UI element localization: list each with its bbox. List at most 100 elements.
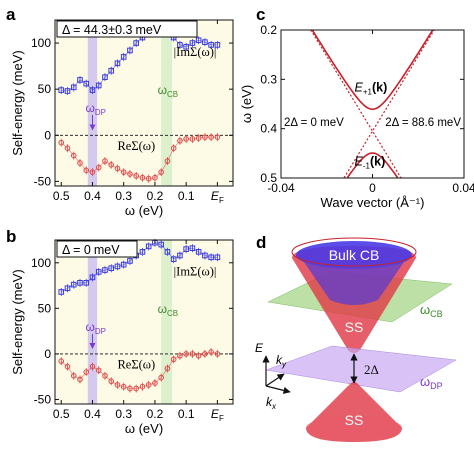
delta-unit: meV xyxy=(94,243,120,257)
data-point-re xyxy=(189,351,196,357)
data-point-re xyxy=(114,382,121,388)
y-tick-label: 0.2 xyxy=(260,23,277,37)
data-point-re xyxy=(139,174,146,181)
panel-label-a: a xyxy=(6,5,16,24)
x-tick-label-text: E xyxy=(211,189,220,203)
x-tick-label: 0.2 xyxy=(147,407,164,421)
upper-gapped-branch xyxy=(311,30,434,111)
im-series-label: |ImΣ(ω)| xyxy=(174,265,217,279)
data-point-re xyxy=(152,174,158,181)
gap0-label: 2Δ = 0 meV xyxy=(284,117,344,129)
lower-gapped-branch xyxy=(346,152,399,178)
re-series-label: ReΣ(ω) xyxy=(117,139,155,153)
data-point-re xyxy=(164,158,171,164)
data-point-re xyxy=(133,385,139,392)
x-tick-label: 0.04 xyxy=(452,181,474,195)
data-point-im xyxy=(95,82,102,89)
re-series-label: ReΣ(ω) xyxy=(117,357,155,371)
omega-dp-sub: DP xyxy=(95,108,106,117)
delta-inset-box xyxy=(56,20,198,38)
delta-inset-text: Δ = 0 meV xyxy=(62,243,120,257)
x-tick-label-text: 0.5 xyxy=(53,407,70,421)
delta-unit: meV xyxy=(136,23,162,37)
data-point-re xyxy=(183,136,189,142)
x-axis-label: ω (eV) xyxy=(125,203,163,218)
data-point-re xyxy=(70,372,77,379)
data-point-im xyxy=(108,265,115,272)
panel-label-b: b xyxy=(6,227,16,246)
omega-cb-symbol: ω xyxy=(158,83,167,97)
gap0-label-halo: 2Δ = 0 meV xyxy=(284,117,344,129)
omega-dp-annotation: ωDP xyxy=(85,320,106,336)
dispersion-curves xyxy=(310,30,435,178)
data-point-re xyxy=(183,351,189,357)
y-tick-label: 0.5 xyxy=(260,171,277,185)
data-point-re xyxy=(133,173,139,179)
data-point-im xyxy=(214,42,221,48)
data-point-re xyxy=(164,365,171,372)
data-point-im xyxy=(64,88,71,94)
panel-label-d: d xyxy=(256,233,266,252)
data-point-re xyxy=(89,363,96,370)
data-point-re xyxy=(58,139,65,146)
series-line-im xyxy=(61,25,218,92)
omega-dp-sub: DP xyxy=(95,327,106,336)
data-point-im xyxy=(108,67,115,74)
data-point-re xyxy=(145,382,152,388)
data-point-im xyxy=(139,249,146,255)
x-tick-label-text: 0.1 xyxy=(178,407,195,421)
data-point-re xyxy=(95,164,102,171)
data-point-re xyxy=(77,376,83,383)
y-axis-label: Self-energy (meV) xyxy=(10,269,25,374)
data-point-re xyxy=(195,135,202,141)
data-point-im xyxy=(114,263,121,270)
data-point-im xyxy=(102,267,108,273)
upper-e: E xyxy=(355,81,364,95)
x-tick-label: 0 xyxy=(369,181,376,195)
delta-prefix: Δ = xyxy=(62,243,84,257)
x-tick-label-text: 0.3 xyxy=(115,189,132,203)
data-point-re xyxy=(152,380,158,386)
data-point-im xyxy=(208,42,214,48)
data-point-im xyxy=(89,87,96,93)
data-point-re xyxy=(170,145,177,151)
x-tick-label: 0.3 xyxy=(115,407,132,421)
gap-label: 2Δ xyxy=(364,362,379,377)
x-tick-label-text: E xyxy=(211,407,220,421)
im-series-label: |ImΣ(ω)| xyxy=(174,45,217,59)
y-tick-label: 0.4 xyxy=(260,122,277,136)
data-point-im xyxy=(202,252,208,259)
x-tick-label: 0.5 xyxy=(53,407,70,421)
y-tick-label: 0 xyxy=(44,347,51,361)
data-point-im xyxy=(170,256,177,262)
omega-dp-band xyxy=(87,240,98,404)
data-point-im xyxy=(164,249,171,255)
plot-background xyxy=(55,240,233,404)
data-point-im xyxy=(189,245,196,251)
ss-top-label: SS xyxy=(345,319,364,335)
axes-triad: E ky kx xyxy=(255,341,291,411)
x-tick-label-text: 0.1 xyxy=(178,189,195,203)
data-point-im xyxy=(70,281,77,288)
omega-cb-annotation: ωCB xyxy=(158,302,179,318)
delta-inset-text: Δ = 44.3±0.3 meV xyxy=(62,23,162,37)
lower-sub: -1 xyxy=(363,162,371,171)
data-point-im xyxy=(77,77,83,83)
x-tick-label: 0.4 xyxy=(84,407,101,421)
data-point-re xyxy=(64,145,71,151)
lower-branch-label: E-1(k) xyxy=(355,155,386,171)
series-line-im xyxy=(61,242,218,293)
x-tick-label-text: 0.3 xyxy=(115,407,132,421)
x-tick-label: EF xyxy=(211,407,224,423)
data-point-im xyxy=(177,252,183,259)
lower-k: (k) xyxy=(370,155,385,169)
x-tick-label: EF xyxy=(211,189,224,205)
lower-e: E xyxy=(355,155,364,169)
data-point-im xyxy=(202,39,208,45)
data-point-re xyxy=(83,369,90,375)
data-point-re xyxy=(114,165,121,172)
data-point-re xyxy=(170,356,177,363)
y-tick-label: 50 xyxy=(38,301,52,315)
data-point-re xyxy=(195,352,202,359)
